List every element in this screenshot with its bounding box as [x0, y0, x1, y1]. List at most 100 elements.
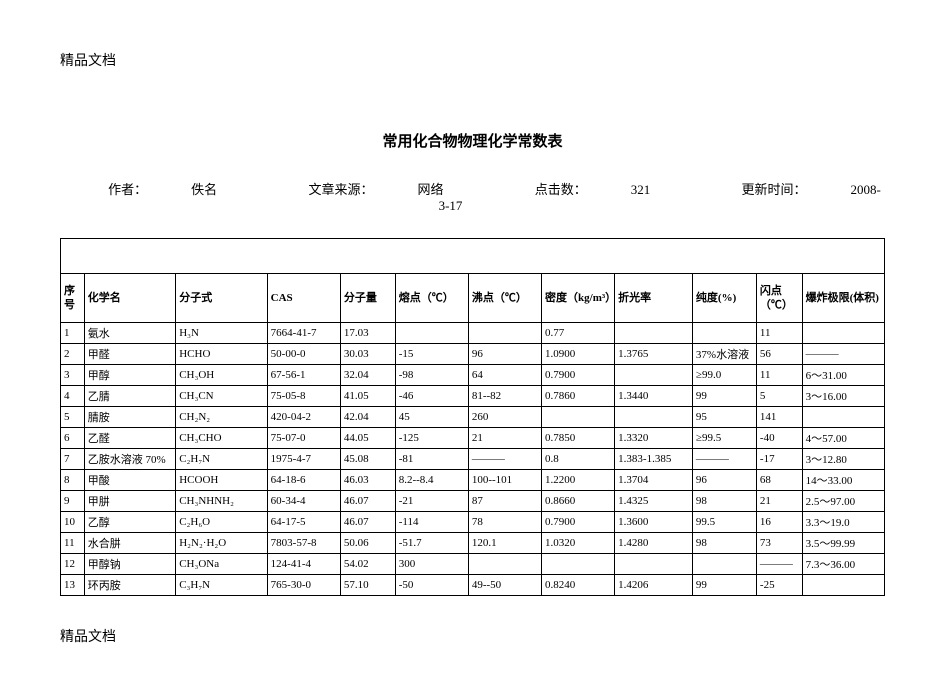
table-cell: 7.3～36.00: [802, 554, 884, 575]
meta-source-label: 文章来源：: [308, 182, 373, 197]
table-cell: 64: [468, 365, 541, 386]
table-cell: [802, 575, 884, 596]
table-cell: ———: [802, 344, 884, 365]
table-cell: 7: [61, 449, 85, 470]
table-cell: 1.3440: [615, 386, 693, 407]
table-row: 5腈胺CH₂N₂420-04-242.044526095141: [61, 407, 885, 428]
table-cell: 42.04: [340, 407, 395, 428]
footer-label: 精品文档: [60, 626, 885, 646]
table-cell: 10: [61, 512, 85, 533]
table-cell: 96: [468, 344, 541, 365]
table-cell: 13: [61, 575, 85, 596]
table-cell: 300: [395, 554, 468, 575]
table-cell: 1.0320: [542, 533, 615, 554]
table-cell: 21: [468, 428, 541, 449]
table-cell: 64-17-5: [267, 512, 340, 533]
table-cell: 6: [61, 428, 85, 449]
table-cell: HCHO: [176, 344, 267, 365]
table-cell: 50.06: [340, 533, 395, 554]
table-cell: 3: [61, 365, 85, 386]
table-header-cell: 沸点（℃）: [468, 274, 541, 323]
table-cell: C₂H₆O: [176, 512, 267, 533]
table-cell: 46.07: [340, 512, 395, 533]
table-cell: [468, 554, 541, 575]
data-table-wrap: 序号化学名分子式CAS分子量熔点（℃）沸点（℃）密度（kg/m³）折光率纯度(%…: [60, 238, 885, 596]
table-top-spacer: [61, 239, 885, 274]
table-cell: -46: [395, 386, 468, 407]
table-cell: 98: [692, 533, 756, 554]
table-cell: 60-34-4: [267, 491, 340, 512]
table-cell: 45.08: [340, 449, 395, 470]
table-cell: 57.10: [340, 575, 395, 596]
table-cell: CH₃CN: [176, 386, 267, 407]
table-cell: 9: [61, 491, 85, 512]
table-cell: 73: [756, 533, 802, 554]
table-cell: 甲醇: [84, 365, 175, 386]
table-cell: ———: [756, 554, 802, 575]
table-row: 1氨水H₃N7664-41-717.030.7711: [61, 323, 885, 344]
table-cell: -81: [395, 449, 468, 470]
table-cell: 环丙胺: [84, 575, 175, 596]
table-cell: 75-05-8: [267, 386, 340, 407]
table-cell: 腈胺: [84, 407, 175, 428]
table-cell: C₃H₇N: [176, 575, 267, 596]
table-row: 2甲醛HCHO50-00-030.03-15961.09001.376537%水…: [61, 344, 885, 365]
table-cell: 11: [756, 365, 802, 386]
table-cell: 乙醇: [84, 512, 175, 533]
table-cell: [542, 554, 615, 575]
table-cell: 67-56-1: [267, 365, 340, 386]
table-cell: 49--50: [468, 575, 541, 596]
table-cell: 46.07: [340, 491, 395, 512]
table-cell: 30.03: [340, 344, 395, 365]
table-cell: CH₃NHNH₂: [176, 491, 267, 512]
table-cell: [615, 407, 693, 428]
table-cell: CH₂N₂: [176, 407, 267, 428]
table-header-cell: 密度（kg/m³）: [542, 274, 615, 323]
table-cell: 11: [61, 533, 85, 554]
table-cell: 甲酸: [84, 470, 175, 491]
table-cell: 41.05: [340, 386, 395, 407]
table-cell: 1.4325: [615, 491, 693, 512]
table-row: 13环丙胺C₃H₇N765-30-057.10-5049--500.82401.…: [61, 575, 885, 596]
meta-source-value: 网络: [417, 182, 443, 197]
table-cell: 96: [692, 470, 756, 491]
table-header-cell: 纯度(%): [692, 274, 756, 323]
table-row: 10乙醇C₂H₆O64-17-546.07-114780.79001.36009…: [61, 512, 885, 533]
table-cell: 2.5～97.00: [802, 491, 884, 512]
table-cell: 0.7860: [542, 386, 615, 407]
table-cell: H₃N: [176, 323, 267, 344]
table-cell: 124-41-4: [267, 554, 340, 575]
table-cell: 1.3704: [615, 470, 693, 491]
table-cell: ———: [468, 449, 541, 470]
table-cell: 0.7900: [542, 365, 615, 386]
table-cell: HCOOH: [176, 470, 267, 491]
table-cell: 44.05: [340, 428, 395, 449]
table-cell: C₂H₇N: [176, 449, 267, 470]
table-cell: -98: [395, 365, 468, 386]
table-cell: 1.4206: [615, 575, 693, 596]
table-cell: ≥99.0: [692, 365, 756, 386]
table-cell: 1.4280: [615, 533, 693, 554]
table-cell: 0.8660: [542, 491, 615, 512]
table-row: 8甲酸HCOOH64-18-646.038.2--8.4100--1011.22…: [61, 470, 885, 491]
page-title: 常用化合物物理化学常数表: [60, 130, 885, 151]
meta-hits-label: 点击数：: [535, 182, 587, 197]
table-header-cell: 分子式: [176, 274, 267, 323]
meta-line: 作者：佚名 文章来源：网络 点击数：321 更新时间：2008-3-17: [60, 179, 885, 214]
table-cell: 0.77: [542, 323, 615, 344]
table-cell: -15: [395, 344, 468, 365]
table-cell: 0.8: [542, 449, 615, 470]
meta-hits: 点击数：321: [513, 182, 676, 197]
table-cell: 32.04: [340, 365, 395, 386]
table-cell: [615, 323, 693, 344]
table-cell: 1.3320: [615, 428, 693, 449]
table-cell: 46.03: [340, 470, 395, 491]
table-cell: 1.3600: [615, 512, 693, 533]
table-cell: 1975-4-7: [267, 449, 340, 470]
table-cell: H₂N₂·H₂O: [176, 533, 267, 554]
table-cell: ≥99.5: [692, 428, 756, 449]
table-row: 11水合肼H₂N₂·H₂O7803-57-850.06-51.7120.11.0…: [61, 533, 885, 554]
table-cell: 3～16.00: [802, 386, 884, 407]
table-cell: 75-07-0: [267, 428, 340, 449]
table-cell: 8: [61, 470, 85, 491]
